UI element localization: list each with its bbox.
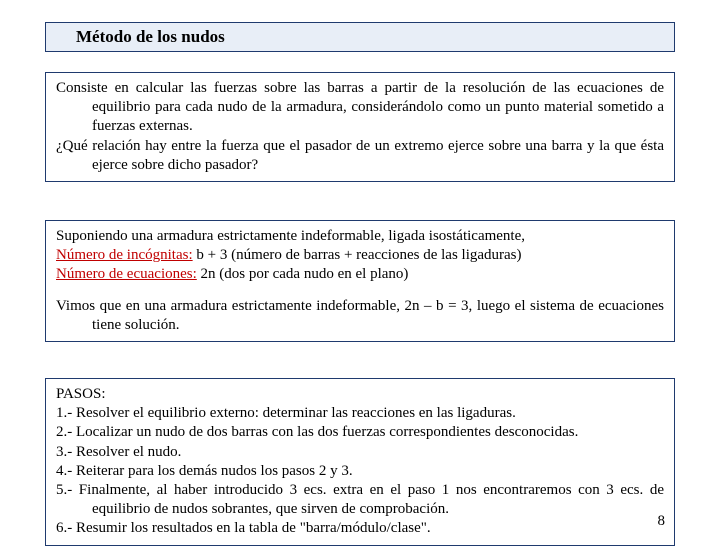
step-1: 1.- Resolver el equilibrio externo: dete… [56,404,664,423]
unknowns-value: b + 3 (número de barras + reacciones de … [193,247,522,263]
step-5: 5.- Finalmente, al haber introducido 3 e… [56,481,664,519]
spacer [56,285,664,297]
steps-heading: PASOS: [56,385,664,404]
unknowns-label: Número de incógnitas: [56,247,193,263]
description-box: Consiste en calcular las fuerzas sobre l… [45,72,675,182]
eq-line-3: Número de ecuaciones: 2n (dos por cada n… [56,265,664,284]
equations-label: Número de ecuaciones: [56,266,197,282]
desc-paragraph-2: ¿Qué relación hay entre la fuerza que el… [56,137,664,175]
page-title: Método de los nudos [76,27,225,46]
desc-p2-line1: ¿Qué relación hay entre la fuerza que el… [56,138,595,154]
equations-box: Suponiendo una armadura estrictamente in… [45,220,675,342]
step-4: 4.- Reiterar para los demás nudos los pa… [56,462,664,481]
eq-concl-line1: Vimos que en una armadura estrictamente … [56,298,594,314]
step-6: 6.- Resumir los resultados en la tabla d… [56,519,664,538]
step-5-line1: 5.- Finalmente, al haber introducido 3 e… [56,482,643,498]
title-box: Método de los nudos [45,22,675,52]
step-3: 3.- Resolver el nudo. [56,443,664,462]
eq-line-2: Número de incógnitas: b + 3 (número de b… [56,246,664,265]
desc-p1-line1: Consiste en calcular las fuerzas sobre l… [56,80,643,96]
equations-value: 2n (dos por cada nudo en el plano) [197,266,409,282]
desc-paragraph-1: Consiste en calcular las fuerzas sobre l… [56,79,664,137]
eq-conclusion: Vimos que en una armadura estrictamente … [56,297,664,335]
eq-line-1: Suponiendo una armadura estrictamente in… [56,227,664,246]
step-2: 2.- Localizar un nudo de dos barras con … [56,423,664,442]
steps-box: PASOS: 1.- Resolver el equilibrio extern… [45,378,675,546]
page-number: 8 [658,513,666,530]
